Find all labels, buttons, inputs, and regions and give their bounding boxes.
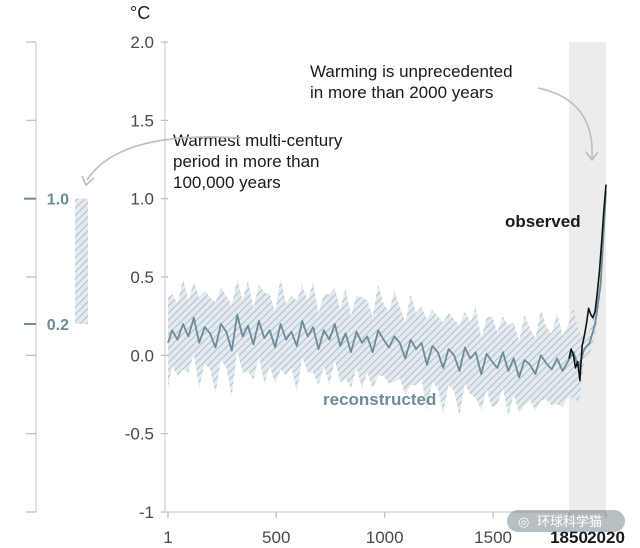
warmest-annotation-arrowhead	[81, 175, 95, 187]
reconstructed-series-line	[167, 190, 607, 379]
y-tick-label: 1.0	[130, 190, 154, 209]
warmest-annotation-arrow	[86, 136, 241, 181]
observed-series-line	[568, 184, 607, 382]
y-tick-label: 2.0	[130, 33, 154, 52]
x-tick-label: 500	[262, 528, 290, 547]
unprecedented-annotation-line-1: Warming is unprecedented	[310, 62, 513, 81]
watermark: ◎ 环球科学猫	[507, 510, 625, 532]
x-tick-label: 1850	[550, 528, 588, 547]
y-axis: 2.0 1.5 1.0 0.5 0.0 -0.5 -1	[125, 33, 168, 522]
warmest-period-range-bar	[75, 198, 88, 324]
y-tick-label: 0.0	[130, 346, 154, 365]
unprecedented-annotation-arrow	[537, 87, 593, 159]
reconstructed-uncertainty-band	[168, 178, 606, 417]
x-tick-label: 1500	[474, 528, 512, 547]
left-range-axis	[24, 41, 37, 513]
unit-label: °C	[130, 3, 150, 23]
range-high-label: 1.0	[47, 192, 69, 209]
unprecedented-annotation-line-2: in more than 2000 years	[310, 83, 493, 102]
y-tick-label: -0.5	[125, 425, 154, 444]
watermark-text: 环球科学猫	[537, 514, 602, 530]
x-tick-label: 1000	[366, 528, 404, 547]
reconstructed-label: reconstructed	[323, 390, 436, 409]
y-tick-label: -1	[139, 503, 154, 522]
warmest-period-annotation: Warmest multi-century period in more tha…	[81, 131, 343, 192]
range-low-label: 0.2	[47, 317, 69, 334]
watermark-icon: ◎	[518, 515, 529, 530]
unprecedented-annotation: Warming is unprecedented in more than 20…	[310, 62, 599, 162]
y-tick-label: 0.5	[130, 268, 154, 287]
warmest-annotation-line-2: period in more than	[173, 152, 319, 171]
x-tick-label: 2020	[587, 528, 625, 547]
observed-label: observed	[505, 212, 581, 231]
warmest-annotation-line-3: 100,000 years	[173, 173, 281, 192]
warmest-annotation-line-1: Warmest multi-century	[173, 131, 343, 150]
y-tick-label: 1.5	[130, 111, 154, 130]
x-tick-label: 1	[163, 528, 172, 547]
unprecedented-annotation-arrowhead	[585, 151, 599, 162]
